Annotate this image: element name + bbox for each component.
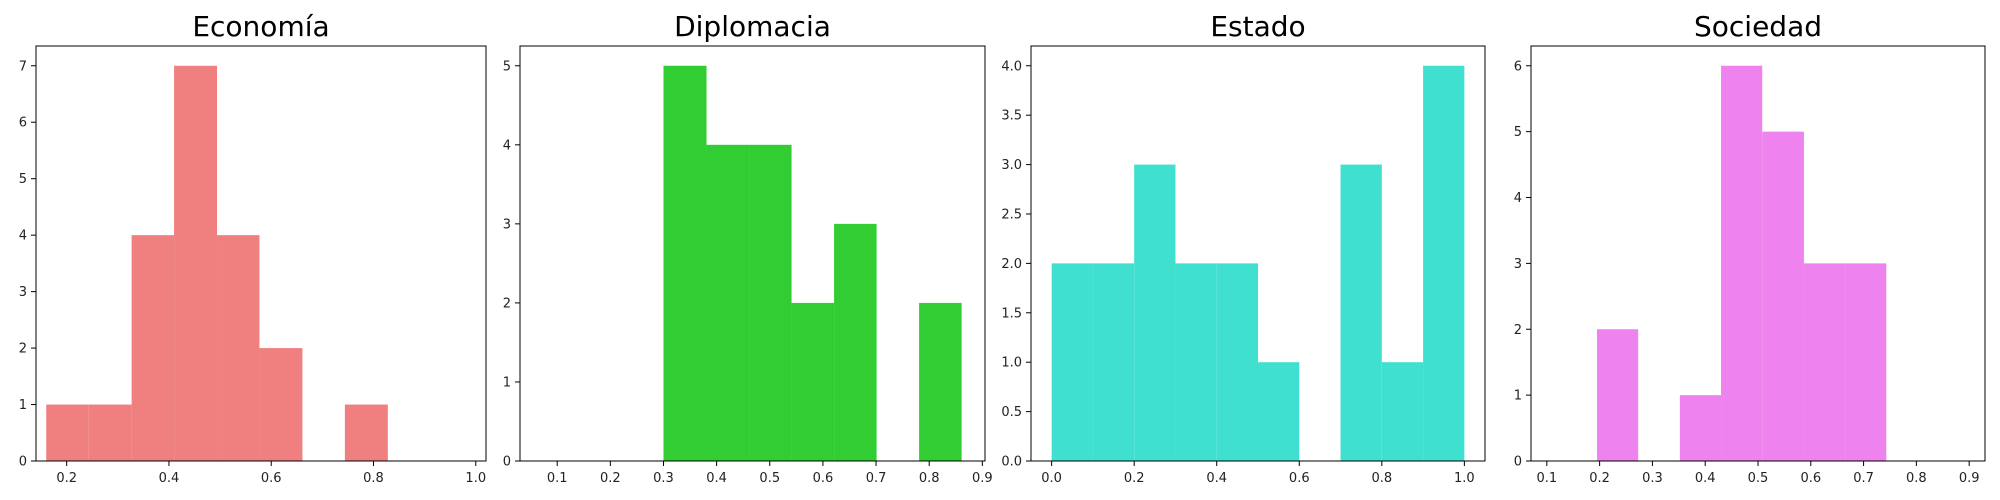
y-tick-label: 4 <box>1514 191 1522 206</box>
y-tick-label: 1.5 <box>1001 306 1022 321</box>
x-tick-label: 0.6 <box>261 471 282 486</box>
x-tick-label: 0.4 <box>706 471 727 486</box>
x-tick-label: 0.5 <box>759 471 780 486</box>
histogram-bar <box>344 404 388 461</box>
x-tick-label: 0.2 <box>1124 471 1145 486</box>
histogram-bar <box>1051 263 1093 461</box>
histogram-bar <box>1216 263 1258 461</box>
histogram-bar <box>217 235 260 461</box>
y-tick-label: 1 <box>19 398 27 413</box>
histogram-bar <box>1340 164 1382 462</box>
x-tick-label: 0.9 <box>972 471 993 486</box>
y-tick-label: 2 <box>503 296 511 311</box>
x-tick-label: 0.6 <box>813 471 834 486</box>
y-tick-label: 0 <box>503 455 511 470</box>
histogram-bar <box>663 65 707 461</box>
y-tick-label: 2.5 <box>1001 207 1022 222</box>
x-tick-label: 0.4 <box>159 471 180 486</box>
y-tick-label: 6 <box>19 116 27 131</box>
y-tick-label: 0 <box>1514 455 1522 470</box>
histogram-bar <box>706 144 750 462</box>
x-tick-label: 0.2 <box>56 471 77 486</box>
x-tick-label: 0.4 <box>1695 471 1716 486</box>
chart-title: Economía <box>192 10 329 43</box>
y-tick-label: 1 <box>1514 389 1522 404</box>
x-tick-label: 0.2 <box>600 471 621 486</box>
histogram-bar <box>1381 362 1424 461</box>
x-tick-label: 0.3 <box>1642 471 1663 486</box>
histogram-bar <box>46 404 89 461</box>
histogram-bar <box>88 404 132 461</box>
axes-frame <box>519 45 986 462</box>
chart-title: Estado <box>1210 10 1305 43</box>
histogram-bar <box>1423 65 1465 461</box>
x-tick-label: 0.8 <box>919 471 940 486</box>
x-tick-label: 0.7 <box>1853 471 1874 486</box>
y-tick-label: 4 <box>19 229 27 244</box>
y-tick-label: 4 <box>503 138 511 153</box>
y-tick-label: 0.0 <box>1001 455 1022 470</box>
histogram-bar <box>174 65 218 461</box>
x-tick-label: 0.1 <box>1536 471 1557 486</box>
y-tick-label: 3 <box>19 285 27 300</box>
y-tick-label: 5 <box>1514 125 1522 140</box>
y-tick-label: 3.0 <box>1001 158 1022 173</box>
histogram-bar <box>791 302 835 461</box>
y-tick-label: 2.0 <box>1001 257 1022 272</box>
x-tick-label: 1.0 <box>465 471 486 486</box>
y-tick-label: 2 <box>19 342 27 357</box>
y-tick-label: 2 <box>1514 323 1522 338</box>
histogram-bar <box>1762 131 1804 461</box>
x-tick-label: 0.8 <box>1371 471 1392 486</box>
histogram-bar <box>1175 263 1217 461</box>
x-tick-label: 0.3 <box>653 471 674 486</box>
y-tick-label: 6 <box>1514 59 1522 74</box>
x-tick-label: 1.0 <box>1454 471 1475 486</box>
histogram-bar <box>1679 395 1722 461</box>
x-tick-label: 0.6 <box>1289 471 1310 486</box>
y-tick-label: 1 <box>503 375 511 390</box>
histogram-bar <box>1596 329 1639 461</box>
histogram-bar <box>834 223 877 461</box>
y-tick-label: 3 <box>503 217 511 232</box>
y-tick-label: 3.5 <box>1001 109 1022 124</box>
y-tick-label: 0 <box>19 455 27 470</box>
histogram-panel-3: 0.0 0.2 0.4 0.6 0.8 1.0 0.0 0.5 1.0 1.5 2.0 2.5 3.0 3… <box>1001 10 1486 486</box>
histogram-bar <box>131 235 175 461</box>
histogram-bar <box>1845 263 1887 461</box>
histogram-bar <box>749 144 792 462</box>
histogram-panel-4: 0.1 0.2 0.3 0.4 0.5 0.6 0.7 0.8 0.9 0 1 2 3 4 5 6 Socied… <box>1514 10 1986 486</box>
y-tick-label: 3 <box>1514 257 1522 272</box>
histogram-bar <box>1721 65 1763 461</box>
histogram-bar <box>1258 362 1300 461</box>
y-tick-label: 5 <box>19 172 27 187</box>
histogram-bar <box>1092 263 1135 461</box>
y-tick-label: 0.5 <box>1001 405 1022 420</box>
x-tick-label: 0.2 <box>1589 471 1610 486</box>
y-tick-label: 1.0 <box>1001 356 1022 371</box>
histogram-bar <box>1134 164 1176 462</box>
chart-title: Diplomacia <box>674 10 831 43</box>
y-tick-label: 4.0 <box>1001 59 1022 74</box>
x-tick-label: 0.7 <box>866 471 887 486</box>
x-tick-label: 0.5 <box>1748 471 1769 486</box>
y-tick-label: 7 <box>19 59 27 74</box>
y-tick-label: 5 <box>503 59 511 74</box>
histogram-panel-1: 0.2 0.4 0.6 0.8 1.0 0 1 2 3 4 5 6 7 Economía <box>19 10 487 486</box>
x-tick-label: 0.8 <box>363 471 384 486</box>
histogram-bar <box>1803 263 1846 461</box>
histogram-bar <box>919 302 962 461</box>
axes-frame <box>35 45 487 462</box>
x-tick-label: 0.9 <box>1959 471 1980 486</box>
chart-title: Sociedad <box>1694 10 1822 43</box>
x-tick-label: 0.4 <box>1206 471 1227 486</box>
x-tick-label: 0.6 <box>1800 471 1821 486</box>
histogram-bar <box>259 348 303 461</box>
histogram-panel-2: 0.1 0.2 0.3 0.4 0.5 0.6 0.7 0.8 0.9 0 1 2 3 4 5 Diploma… <box>503 10 993 486</box>
x-tick-label: 0.0 <box>1041 471 1062 486</box>
x-tick-label: 0.8 <box>1906 471 1927 486</box>
axes-frame <box>1030 45 1486 462</box>
x-tick-label: 0.1 <box>547 471 568 486</box>
